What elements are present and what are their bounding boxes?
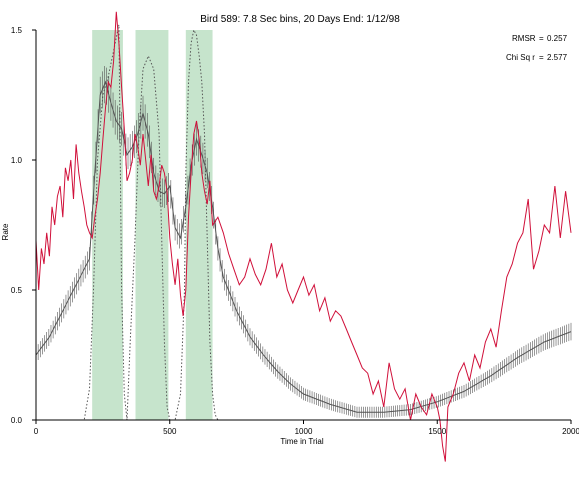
axis-ticks: 0 500 1000 1500 2000 0.0 0.5 1.0 1.5 xyxy=(11,26,579,436)
shaded-interval xyxy=(92,30,123,420)
stat-chisq-value: 2.577 xyxy=(547,53,568,62)
x-tick-label: 1500 xyxy=(428,427,446,436)
y-tick-label: 0.5 xyxy=(11,286,23,295)
shaded-intervals xyxy=(92,30,213,420)
dotted-series-line xyxy=(36,24,571,421)
model-series-line xyxy=(35,80,572,413)
stat-rmsr-label: RMSR xyxy=(512,34,536,43)
y-tick-label: 1.0 xyxy=(11,156,23,165)
y-tick-label: 0.0 xyxy=(11,416,23,425)
x-tick-label: 0 xyxy=(34,427,39,436)
stat-rmsr-value: 0.257 xyxy=(547,34,568,43)
shaded-interval xyxy=(185,30,213,420)
y-axis-label: Rate xyxy=(1,223,10,240)
x-tick-label: 500 xyxy=(163,427,177,436)
stat-chisq-eq: = xyxy=(539,53,544,62)
dotted-series-layer xyxy=(36,24,571,421)
chart-title: Bird 589: 7.8 Sec bins, 20 Days End: 1/1… xyxy=(200,14,400,25)
model-series-layer xyxy=(35,65,572,418)
x-tick-label: 1000 xyxy=(295,427,313,436)
y-tick-label: 1.5 xyxy=(11,26,23,35)
stat-chisq-label: Chi Sq r xyxy=(506,53,535,62)
observed-series-layer xyxy=(35,11,572,462)
x-axis-label: Time in Trial xyxy=(280,437,323,446)
x-tick-label: 2000 xyxy=(562,427,579,436)
observed-series-line xyxy=(35,11,572,462)
shaded-interval xyxy=(135,30,169,420)
stat-rmsr-eq: = xyxy=(539,34,544,43)
